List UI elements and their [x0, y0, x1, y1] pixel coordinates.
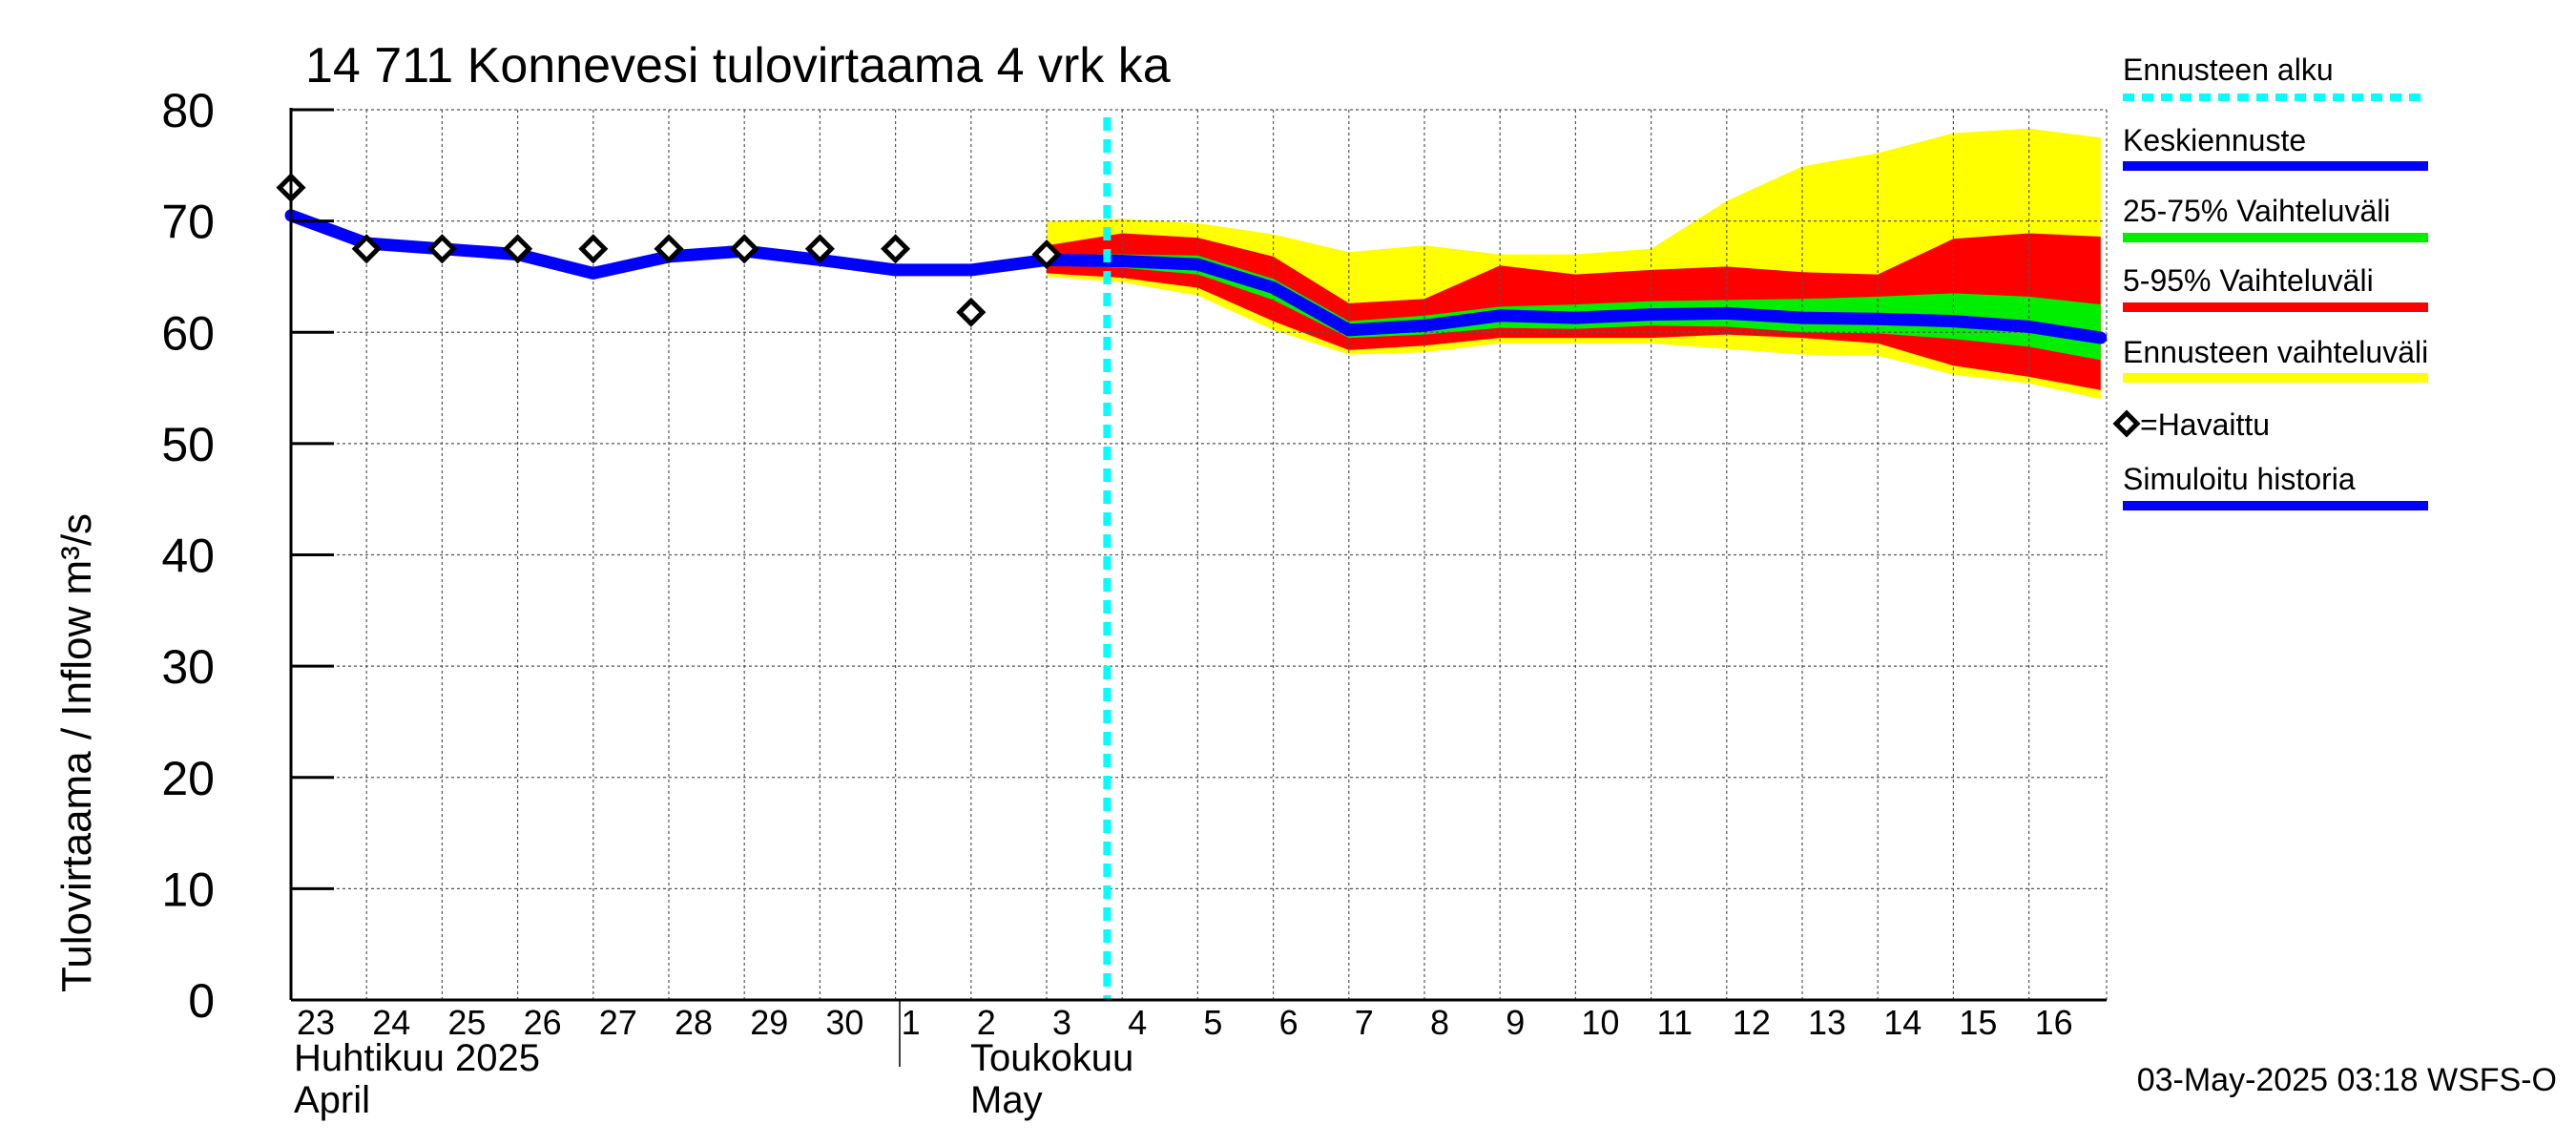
x-tick-label: 16	[2035, 1003, 2073, 1042]
x-tick-label: 10	[1581, 1003, 1619, 1042]
x-tick-label: 11	[1657, 1003, 1693, 1042]
x-tick-label: 24	[372, 1003, 410, 1042]
y-tick-label: 10	[161, 863, 215, 916]
x-tick-label: 15	[1959, 1003, 1997, 1042]
y-tick-label: 80	[161, 84, 215, 137]
observed-point	[881, 234, 911, 264]
x-tick-label: 1	[902, 1003, 921, 1042]
observed-point	[956, 297, 987, 327]
legend-label: Simuloitu historia	[2123, 462, 2356, 496]
x-tick-label: 28	[675, 1003, 713, 1042]
x-tick-label: 4	[1128, 1003, 1147, 1042]
observed-point	[503, 234, 533, 264]
x-tick-label: 9	[1506, 1003, 1525, 1042]
x-tick-label: 2	[977, 1003, 996, 1042]
y-axis-label: Tulovirtaama / Inflow m³/s	[53, 513, 100, 992]
x-tick-label: 26	[524, 1003, 562, 1042]
observed-point	[654, 234, 684, 264]
y-tick-label: 40	[161, 530, 215, 583]
x-tick-label: 23	[297, 1003, 335, 1042]
chart-title: 14 711 Konnevesi tulovirtaama 4 vrk ka	[305, 38, 1171, 94]
y-tick-label: 70	[161, 196, 215, 249]
month-label-april-en: April	[294, 1079, 370, 1121]
x-tick-label: 6	[1279, 1003, 1298, 1042]
x-tick-label: 30	[825, 1003, 863, 1042]
x-tick-label: 12	[1733, 1003, 1771, 1042]
month-label-may-en: May	[970, 1079, 1043, 1121]
x-tick-label: 13	[1808, 1003, 1846, 1042]
legend: Ennusteen alku Keskiennuste 25-75% Vaihtel…	[2112, 52, 2428, 510]
legend-label: Ennusteen vaihteluväli	[2123, 335, 2428, 369]
x-tick-label: 7	[1355, 1003, 1374, 1042]
y-tick-label: 20	[161, 752, 215, 805]
x-tick-label: 5	[1203, 1003, 1222, 1042]
observed-point	[804, 234, 835, 264]
month-label-april-fi: Huhtikuu 2025	[294, 1037, 540, 1079]
x-tick-label: 8	[1430, 1003, 1449, 1042]
timestamp: 03-May-2025 03:18 WSFS-O	[2137, 1062, 2557, 1098]
legend-label: 5-95% Vaihteluväli	[2123, 263, 2374, 298]
observed-point	[1031, 239, 1062, 270]
legend-swatch-observed	[2112, 409, 2141, 438]
x-tick-label: 27	[599, 1003, 637, 1042]
month-label-may-fi: Toukokuu	[970, 1037, 1133, 1079]
band-2	[1047, 254, 2101, 361]
legend-label: Keskiennuste	[2123, 123, 2306, 157]
x-tick-label: 25	[447, 1003, 486, 1042]
y-tick-label: 30	[161, 640, 215, 694]
observed-point	[578, 234, 609, 264]
observed-point	[729, 234, 759, 264]
x-tick-label: 3	[1052, 1003, 1071, 1042]
x-tick-label: 14	[1883, 1003, 1922, 1042]
x-tick-label: 29	[750, 1003, 788, 1042]
legend-label: Ennusteen alku	[2123, 52, 2334, 87]
y-tick-label: 0	[188, 974, 215, 1028]
y-tick-label: 60	[161, 306, 215, 360]
legend-label: =Havaittu	[2140, 407, 2270, 442]
observed-point	[351, 234, 382, 264]
series-line-1	[1040, 253, 2108, 344]
y-tick-label: 50	[161, 418, 215, 471]
observed-point	[426, 234, 457, 264]
legend-label: 25-75% Vaihteluväli	[2123, 194, 2390, 228]
